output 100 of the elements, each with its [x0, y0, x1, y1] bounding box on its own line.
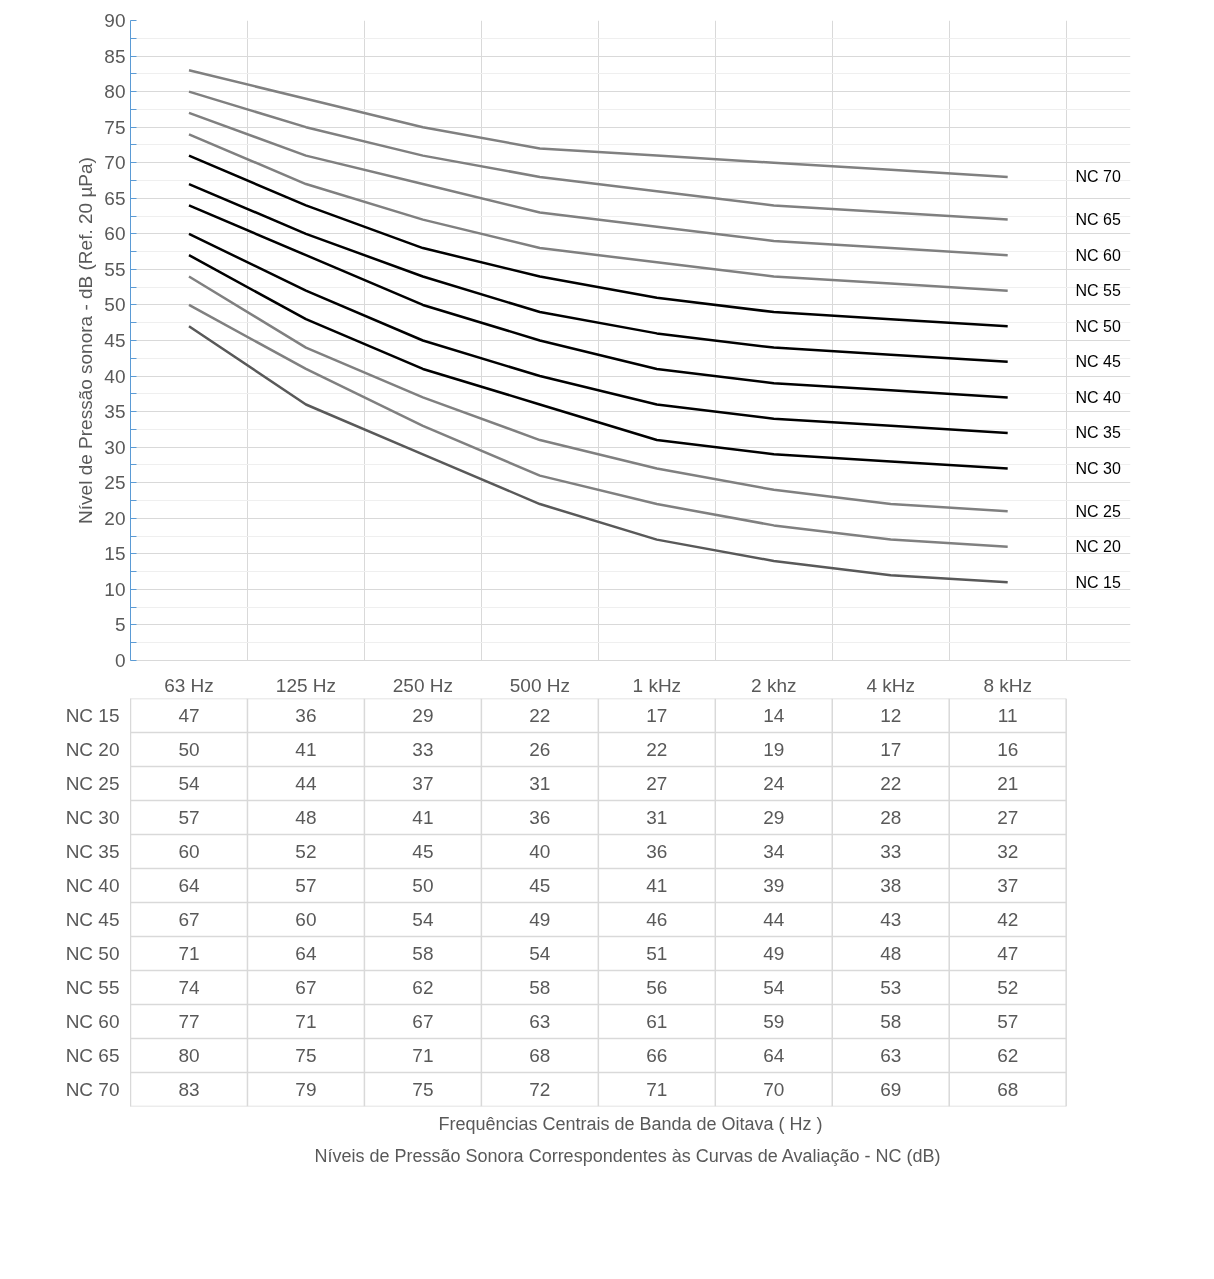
y-tick-label: 80	[104, 81, 126, 103]
data-label: 19	[763, 739, 785, 760]
x-tick-label: 500 Hz	[509, 674, 570, 696]
text: Níveis de Pressão Sonora Correspondentes às Curvas de Avaliação - NC (dB)	[314, 1145, 941, 1166]
line-series	[187, 90, 1009, 221]
data-label: 58	[412, 943, 434, 964]
x-tick-label: 125 Hz	[275, 674, 337, 696]
line-series	[187, 111, 1009, 257]
text: NC 30	[1075, 460, 1121, 477]
line-series	[187, 154, 1009, 328]
data-label: 77	[178, 1011, 200, 1032]
y-tick-label: 70	[104, 152, 126, 174]
data-label: 31	[646, 807, 668, 828]
text: NC 20	[65, 739, 120, 760]
text: NC 30	[65, 807, 120, 828]
data-label: 27	[646, 773, 668, 794]
y-tick-label: 30	[104, 436, 126, 458]
data-label: 37	[997, 875, 1019, 896]
text: NC 70	[1075, 168, 1121, 186]
text: Frequências Centrais de Banda de Oitava ( Hz )	[438, 1113, 823, 1134]
data-label: 24	[763, 773, 785, 794]
text: NC 35	[65, 841, 120, 862]
text: NC 15	[1075, 573, 1121, 591]
data-label: 33	[880, 841, 902, 862]
y-tick-label: 45	[104, 330, 126, 351]
data-label: 42	[997, 909, 1019, 930]
data-label: 22	[646, 739, 668, 760]
data-label: 74	[178, 977, 200, 998]
data-label: 60	[295, 909, 317, 930]
data-label: 36	[529, 807, 551, 828]
text: NC 60	[1075, 246, 1121, 264]
text: NC 25	[1075, 502, 1121, 520]
line-series	[187, 253, 1009, 470]
data-label: 29	[412, 705, 434, 726]
x-tick-label: 4 kHz	[866, 674, 916, 696]
data-label: 67	[412, 1011, 434, 1032]
data-label: 47	[997, 943, 1019, 964]
y-tick-label: 65	[104, 187, 126, 209]
data-label: 47	[178, 705, 200, 726]
data-label: 68	[997, 1079, 1019, 1100]
text: NC 40	[65, 875, 120, 896]
data-label: 54	[178, 773, 200, 794]
data-label: 69	[880, 1079, 902, 1100]
y-tick-label: 35	[104, 401, 126, 423]
data-label: 22	[880, 773, 902, 794]
data-label: 41	[295, 739, 317, 760]
data-label: 34	[763, 841, 785, 862]
data-label: 17	[646, 705, 668, 726]
data-label: 71	[178, 943, 200, 964]
data-label: 71	[646, 1079, 668, 1100]
data-label: 60	[178, 841, 200, 862]
data-label: 54	[529, 943, 551, 964]
data-label: 71	[412, 1045, 434, 1066]
y-tick-label: 85	[104, 45, 126, 67]
line-series	[187, 325, 1009, 584]
data-label: 50	[178, 739, 200, 760]
data-label: 68	[529, 1045, 551, 1066]
data-label: 80	[178, 1045, 200, 1066]
line-series	[187, 133, 1009, 292]
line-series	[187, 204, 1009, 399]
data-label: 36	[646, 841, 668, 862]
data-label: 43	[880, 909, 902, 930]
data-label: 67	[178, 909, 200, 930]
data-label: 70	[763, 1079, 785, 1100]
y-tick-label: 5	[114, 614, 126, 636]
text: NC 65	[65, 1045, 120, 1066]
y-tick-label: 55	[104, 258, 126, 280]
y-tick-label: 40	[104, 365, 126, 387]
data-label: 36	[295, 705, 317, 726]
data-label: 29	[763, 807, 785, 828]
x-tick-label: 2 khz	[751, 674, 797, 696]
line-series	[187, 182, 1009, 364]
text: NC 70	[65, 1079, 120, 1100]
data-label: 28	[880, 807, 902, 828]
data-label: 32	[997, 841, 1019, 862]
text: NC 50	[1075, 317, 1121, 335]
line-series	[187, 303, 1009, 548]
data-label: 49	[763, 943, 785, 964]
data-label: 59	[763, 1011, 785, 1032]
data-label: 45	[412, 841, 434, 862]
data-label: 12	[880, 705, 902, 726]
text: NC 15	[65, 705, 120, 726]
data-label: 75	[295, 1045, 317, 1066]
x-tick-label: 1 kHz	[632, 674, 682, 696]
y-tick-label: 20	[104, 507, 126, 529]
data-label: 44	[295, 773, 317, 794]
data-label: 52	[295, 841, 317, 862]
data-label: 46	[646, 909, 668, 930]
text: NC 45	[65, 909, 120, 930]
data-label: 31	[529, 773, 551, 794]
data-label: 48	[880, 943, 902, 964]
data-label: 17	[880, 739, 902, 760]
data-label: 56	[646, 977, 668, 998]
data-label: 53	[880, 977, 902, 998]
data-label: 67	[295, 977, 317, 998]
data-label: 57	[997, 1011, 1019, 1032]
data-label: 52	[997, 977, 1019, 998]
data-label: 83	[178, 1079, 200, 1100]
data-label: 38	[880, 875, 902, 896]
data-label: 64	[295, 943, 317, 964]
